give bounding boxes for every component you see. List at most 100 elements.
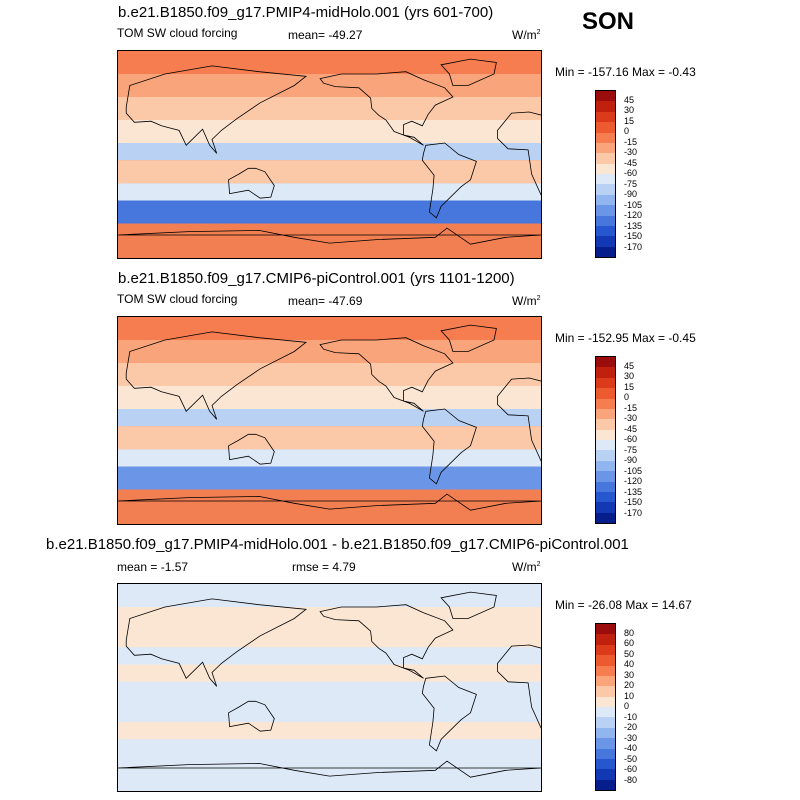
colorbar-swatch	[596, 491, 615, 503]
colorbar-swatch	[596, 502, 615, 513]
map-contour-band	[118, 449, 541, 467]
colorbar-swatch	[596, 440, 615, 451]
colorbar-swatch	[596, 194, 615, 206]
map-contour-band	[118, 74, 541, 97]
map-contour-band	[118, 51, 541, 74]
panel-3-rmse-label: rmse = 4.79	[292, 560, 356, 574]
colorbar-tick-label: -170	[624, 241, 643, 252]
colorbar-swatch	[596, 644, 615, 656]
map-contour-band	[118, 739, 541, 757]
coastline	[117, 227, 542, 245]
map-contour-band	[118, 584, 541, 607]
coastline	[421, 408, 477, 485]
colorbar-swatch	[596, 686, 615, 697]
colorbar-tick-label: -90	[624, 455, 638, 465]
map-contour-band	[118, 647, 541, 665]
colorbar-swatch	[596, 655, 615, 666]
panel-3-units: W/m2	[512, 560, 541, 574]
colorbar-swatch	[596, 624, 615, 635]
colorbar-swatch	[596, 153, 615, 164]
coastline	[228, 433, 275, 465]
colorbar-tick-label: -80	[624, 774, 638, 785]
coastline	[421, 142, 477, 219]
colorbar-tick-label: 10	[624, 690, 635, 701]
colorbar-tick-label: -30	[624, 413, 638, 423]
colorbar-tick-label: -170	[624, 507, 643, 518]
colorbar-swatch	[596, 727, 615, 739]
colorbar-swatch	[596, 758, 615, 770]
colorbar-tick-label: -105	[624, 465, 643, 476]
coastline	[117, 760, 542, 778]
colorbar-swatch	[596, 748, 615, 759]
colorbar-swatch	[596, 367, 615, 378]
map-contour-band	[118, 722, 541, 740]
colorbar-tick-label: -120	[624, 476, 643, 486]
colorbar-swatch	[596, 111, 615, 123]
map-contour-band	[118, 409, 541, 427]
season-label: SON	[582, 8, 635, 35]
colorbar-swatch	[596, 471, 615, 482]
colorbar-tick-label: 40	[624, 659, 635, 669]
map-contour-band	[118, 363, 541, 386]
colorbar-swatch	[596, 408, 615, 420]
colorbar-tick-label: -15	[624, 402, 638, 413]
panel-3-mean-label: mean = -1.57	[117, 560, 189, 574]
colorbar-tick-label: -150	[624, 497, 643, 507]
colorbar-swatch	[596, 779, 615, 790]
colorbar-tick-label: -20	[624, 722, 638, 732]
coastline	[228, 700, 275, 732]
colorbar-tick-label: -60	[624, 764, 638, 774]
panel-2-title: b.e21.B1850.f09_g17.CMIP6-piControl.001 …	[118, 270, 515, 287]
colorbar-swatch	[596, 398, 615, 409]
colorbar-swatch	[596, 675, 615, 687]
colorbar-tick-label: -30	[624, 147, 638, 157]
colorbar-swatch	[596, 738, 615, 749]
coastline	[228, 167, 275, 199]
colorbar-swatch	[596, 769, 615, 780]
colorbar-swatch	[596, 634, 615, 645]
panel-1-map	[117, 50, 578, 259]
colorbar-tick-label: 45	[624, 94, 635, 105]
colorbar-tick-label: 45	[624, 360, 635, 371]
map-contour-band	[118, 223, 541, 258]
colorbar-tick-label: 0	[624, 392, 630, 402]
map-contour-band	[118, 426, 541, 450]
panel-1-mean-label: mean= -49.27	[288, 28, 363, 42]
colorbar-swatch	[596, 132, 615, 143]
panel-2-variable-label: TOM SW cloud forcing	[117, 292, 238, 306]
map-contour-band	[118, 200, 541, 224]
colorbar-tick-label: 15	[624, 115, 635, 126]
colorbar-swatch	[596, 460, 615, 472]
colorbar-swatch	[596, 388, 615, 399]
colorbar-swatch	[596, 163, 615, 174]
map-contour-band	[118, 466, 541, 490]
map-contour-band	[118, 681, 541, 722]
coastline	[319, 604, 454, 679]
map-contour-band	[118, 120, 541, 143]
colorbar-tick-label: 30	[624, 669, 635, 680]
colorbar-swatch	[596, 91, 615, 102]
colorbar-swatch	[596, 142, 615, 154]
panel-2-map-svg	[117, 317, 578, 524]
map-contour-band	[118, 607, 541, 648]
colorbar-swatch	[596, 481, 615, 492]
colorbar-tick-label: -135	[624, 220, 643, 231]
panel-2-minmax: Min = -152.95 Max = -0.45	[555, 331, 696, 345]
panel-2-colorbar	[595, 356, 616, 524]
panel-3-map-svg	[117, 584, 578, 791]
colorbar-swatch	[596, 215, 615, 226]
map-contour-band	[118, 97, 541, 120]
map-contour-band	[118, 183, 541, 201]
colorbar-tick-label: 15	[624, 381, 635, 392]
colorbar-swatch	[596, 122, 615, 133]
coastline	[440, 324, 497, 352]
colorbar-tick-label: -45	[624, 423, 638, 434]
colorbar-tick-label: 0	[624, 126, 630, 136]
colorbar-swatch	[596, 101, 615, 112]
map-contour-band	[118, 386, 541, 409]
panel-2-map	[117, 316, 578, 525]
panel-2-units: W/m2	[512, 294, 541, 308]
colorbar-swatch	[596, 707, 615, 718]
map-contour-band	[118, 489, 541, 524]
coastline	[125, 598, 308, 687]
